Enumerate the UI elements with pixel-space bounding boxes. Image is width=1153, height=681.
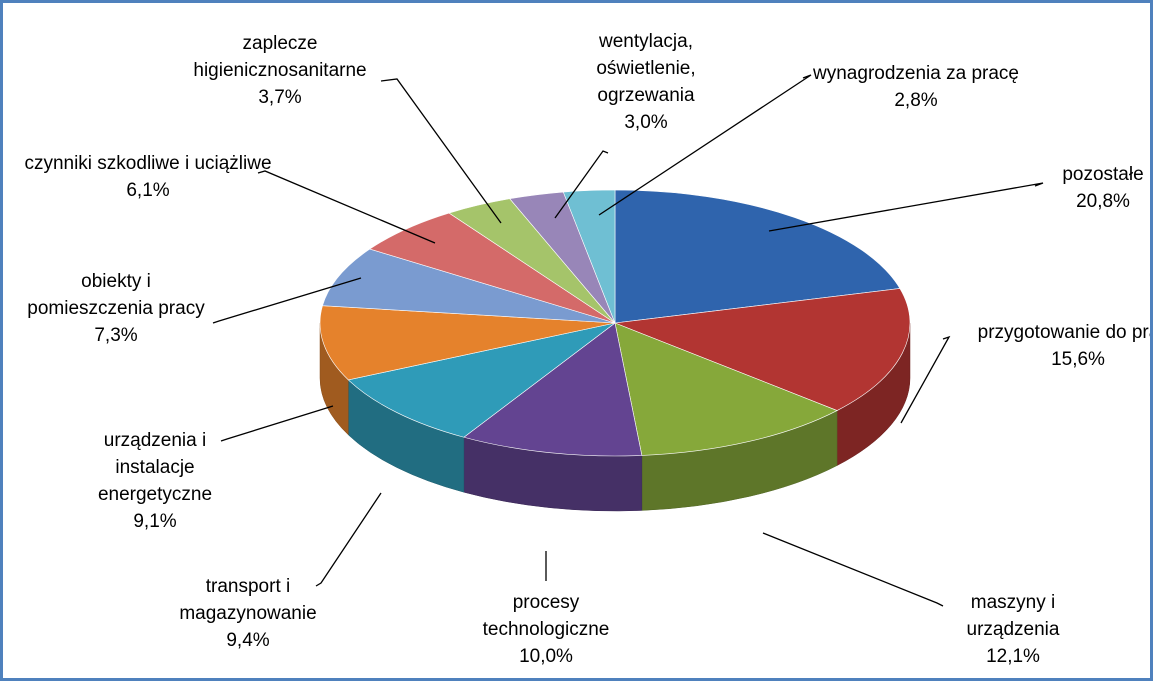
slice: [319, 305, 616, 381]
value-label: 3,7%: [258, 87, 302, 108]
data-label: obiekty i pomieszczenia pracy 7,3%: [16, 268, 216, 349]
value-label: 12,1%: [986, 646, 1040, 667]
value-label: 9,1%: [133, 511, 177, 532]
slice: [562, 189, 616, 324]
category-label: zaplecze higienicznosanitarne: [193, 33, 367, 81]
leader-line: [257, 170, 436, 244]
category-label: pozostałe: [1062, 164, 1144, 185]
category-label: urządzenia i instalacje energetyczne: [97, 430, 213, 505]
slice: [463, 322, 643, 457]
leader-line: [598, 74, 812, 216]
category-label: maszyny i urządzenia: [966, 592, 1060, 640]
value-label: 9,4%: [226, 630, 270, 651]
value-label: 6,1%: [126, 180, 170, 201]
slice: [614, 189, 901, 324]
leader-line: [380, 78, 502, 224]
leader-line: [220, 405, 334, 442]
category-label: obiekty i pomieszczenia pracy: [27, 271, 205, 319]
leader-line: [554, 150, 609, 219]
value-label: 7,3%: [94, 325, 138, 346]
value-label: 2,8%: [894, 90, 938, 111]
slice: [614, 322, 838, 456]
data-label: procesy technologiczne 10,0%: [451, 589, 641, 670]
data-label: pozostałe 20,8%: [1043, 161, 1150, 215]
category-label: transport i magazynowanie: [179, 576, 317, 624]
pie-chart: [212, 74, 1044, 607]
leader-line: [315, 492, 382, 587]
data-label: maszyny i urządzenia 12,1%: [938, 589, 1088, 670]
slice: [347, 322, 616, 438]
leader-line: [212, 277, 362, 324]
value-label: 10,0%: [519, 646, 573, 667]
data-label: urządzenia i instalacje energetyczne 9,1%: [70, 427, 240, 535]
slice: [614, 288, 911, 411]
data-label: wentylacja, oświetlenie, ogrzewania 3,0%: [551, 28, 741, 136]
category-label: wentylacja, oświetlenie, ogrzewania: [596, 31, 696, 106]
data-label: zaplecze higienicznosanitarne 3,7%: [160, 30, 400, 111]
category-label: wynagrodzenia za pracę: [813, 63, 1019, 84]
leader-line: [900, 335, 951, 424]
value-label: 15,6%: [1051, 349, 1105, 370]
leader-line: [768, 182, 1044, 232]
value-label: 3,0%: [624, 112, 668, 133]
data-label: przygotowanie do pracy 15,6%: [963, 319, 1150, 373]
data-label: wynagrodzenia za pracę 2,8%: [801, 60, 1031, 114]
leader-line: [762, 532, 944, 607]
category-label: czynniki szkodliwe i uciążliwe: [24, 153, 272, 174]
data-label: transport i magazynowanie 9,4%: [153, 573, 343, 654]
category-label: przygotowanie do pracy: [977, 322, 1150, 343]
value-label: 20,8%: [1076, 191, 1130, 212]
slice: [322, 248, 616, 324]
data-label: czynniki szkodliwe i uciążliwe 6,1%: [18, 150, 278, 204]
category-label: procesy technologiczne: [482, 592, 610, 640]
